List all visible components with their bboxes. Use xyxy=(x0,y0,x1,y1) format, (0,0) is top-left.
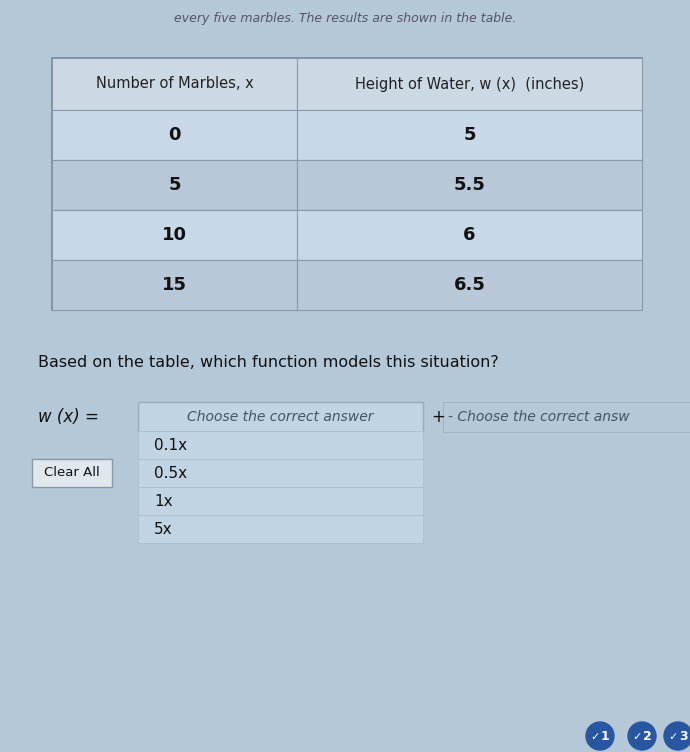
Text: 15: 15 xyxy=(162,276,187,294)
Text: 3: 3 xyxy=(679,730,687,744)
Bar xyxy=(138,402,423,432)
Text: 1x: 1x xyxy=(154,493,172,508)
Circle shape xyxy=(664,722,690,750)
Text: Choose the correct answer: Choose the correct answer xyxy=(187,410,374,424)
Text: every five marbles. The results are shown in the table.: every five marbles. The results are show… xyxy=(174,12,516,25)
Bar xyxy=(52,260,297,310)
Bar xyxy=(52,160,297,210)
Bar xyxy=(297,260,642,310)
Text: Height of Water, w (x)  (inches): Height of Water, w (x) (inches) xyxy=(355,77,584,92)
Bar xyxy=(138,487,423,515)
Text: 5x: 5x xyxy=(154,521,172,536)
Text: - Choose the correct answ: - Choose the correct answ xyxy=(448,410,629,424)
Bar xyxy=(32,459,112,487)
Text: 6: 6 xyxy=(463,226,475,244)
Bar xyxy=(297,160,642,210)
Circle shape xyxy=(586,722,614,750)
Text: 1: 1 xyxy=(600,730,609,744)
Bar xyxy=(297,210,642,260)
Text: 5: 5 xyxy=(463,126,475,144)
Bar xyxy=(52,210,297,260)
Bar xyxy=(52,110,297,160)
Text: 0: 0 xyxy=(168,126,181,144)
Bar xyxy=(52,58,297,110)
Text: Clear All: Clear All xyxy=(44,466,100,480)
Text: 2: 2 xyxy=(642,730,651,744)
Text: 5.5: 5.5 xyxy=(453,176,486,194)
Text: +: + xyxy=(431,408,445,426)
Bar xyxy=(443,402,690,432)
Bar xyxy=(138,431,423,459)
Bar xyxy=(52,58,642,310)
Bar xyxy=(138,459,423,487)
Text: 5: 5 xyxy=(168,176,181,194)
Text: Number of Marbles, x: Number of Marbles, x xyxy=(96,77,253,92)
Text: 10: 10 xyxy=(162,226,187,244)
Text: ✓: ✓ xyxy=(591,732,600,742)
Text: Based on the table, which function models this situation?: Based on the table, which function model… xyxy=(38,355,499,370)
Text: w (x) =: w (x) = xyxy=(38,408,99,426)
Bar xyxy=(297,110,642,160)
Text: 0.1x: 0.1x xyxy=(154,438,187,453)
Bar xyxy=(138,515,423,543)
Text: 6.5: 6.5 xyxy=(453,276,486,294)
Text: 0.5x: 0.5x xyxy=(154,465,187,481)
Text: ✓: ✓ xyxy=(669,732,678,742)
Circle shape xyxy=(628,722,656,750)
Text: ✓: ✓ xyxy=(632,732,642,742)
Bar xyxy=(297,58,642,110)
